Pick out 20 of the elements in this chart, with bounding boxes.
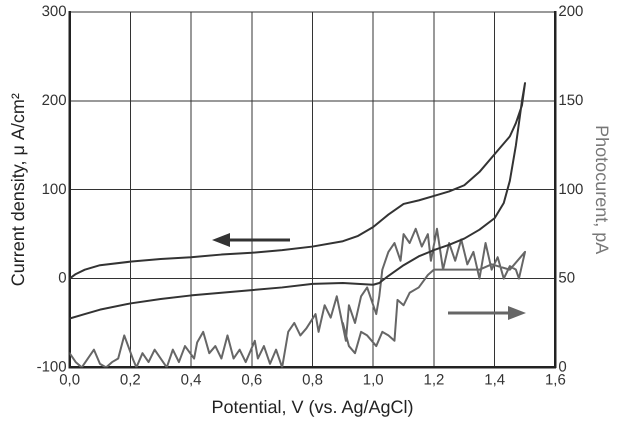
y2-axis-title: Photocurent, pA bbox=[592, 125, 612, 254]
x-tick-label: 1,2 bbox=[424, 372, 444, 389]
x-tick-label: 1,0 bbox=[362, 372, 384, 389]
y-tick-label: 200 bbox=[42, 92, 67, 109]
y-tick-label: 0 bbox=[58, 270, 67, 287]
x-tick-label: 1,4 bbox=[484, 372, 506, 389]
x-tick-label: 1,6 bbox=[544, 372, 566, 389]
y2-tick-label: 200 bbox=[558, 3, 584, 20]
x-axis-title: Potential, V (vs. Ag/AgCl) bbox=[211, 397, 414, 418]
y-tick-label: 300 bbox=[42, 3, 67, 20]
x-tick-label: 0,4 bbox=[180, 372, 202, 389]
y2-tick-label: 100 bbox=[558, 180, 584, 198]
x-tick-label: 0,8 bbox=[302, 372, 323, 389]
x-tick-label: 0,2 bbox=[120, 372, 141, 389]
y-axis-title: Current density, μ A/cm² bbox=[8, 93, 28, 286]
y2-tick-label: 50 bbox=[558, 270, 576, 287]
x-tick-label: 0,0 bbox=[59, 372, 80, 389]
y2-tick-label: 150 bbox=[558, 92, 584, 109]
x-tick-label: 0,6 bbox=[241, 372, 262, 389]
y-tick-label: 100 bbox=[42, 180, 67, 198]
